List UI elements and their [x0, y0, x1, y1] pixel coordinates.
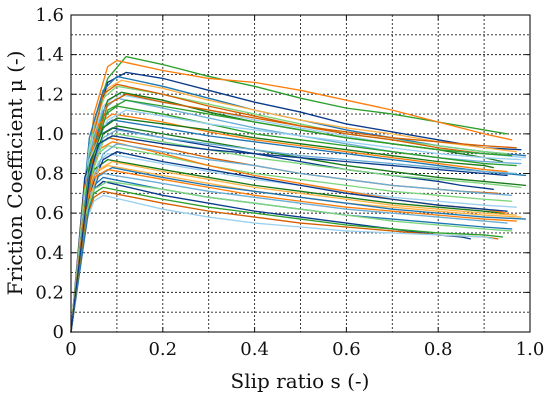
y-tick-label: 1.0 [35, 124, 64, 145]
x-tick-label: 0.4 [240, 339, 269, 360]
series-line-9 [70, 91, 504, 333]
y-tick-label: 0.2 [35, 282, 64, 303]
x-tick-label: 0 [65, 339, 76, 360]
series-line-37 [70, 129, 517, 333]
series-line-12 [70, 113, 508, 333]
y-tick-label: 1.2 [35, 84, 64, 105]
series-line-40 [70, 135, 508, 333]
y-tick-label: 1.4 [35, 45, 64, 66]
series-line-34 [70, 93, 517, 333]
series-line-2 [70, 59, 513, 333]
series-line-38 [70, 180, 513, 333]
y-tick-label: 0.4 [35, 243, 64, 264]
series-line-39 [70, 168, 517, 333]
x-axis-label: Slip ratio s (-) [231, 369, 370, 393]
y-tick-label: 1.6 [35, 5, 64, 26]
series-line-35 [70, 109, 522, 333]
series-line-6 [70, 85, 508, 333]
series-line-36 [70, 117, 494, 333]
y-tick-label: 0 [53, 322, 64, 343]
axis-layer: 0 0.2 0.4 0.6 0.8 1.0 0 0.2 0.4 0.6 0.8 1.0 1.2 1.4 1.… [35, 5, 544, 360]
series-line-31 [70, 160, 517, 333]
series-line-17 [70, 153, 517, 333]
y-tick-label: 0.8 [35, 164, 64, 185]
x-tick-label: 0.6 [332, 339, 361, 360]
series-line-30 [70, 151, 508, 333]
series-line-7 [70, 83, 513, 333]
series-line-23 [70, 186, 504, 333]
y-tick-label: 0.6 [35, 203, 64, 224]
series-line-32 [70, 166, 527, 333]
series-line-29 [70, 143, 513, 333]
series-line-25 [70, 194, 494, 333]
series-line-33 [70, 99, 513, 333]
series-line-22 [70, 180, 472, 333]
series-line-13 [70, 119, 527, 333]
series-line-3 [70, 71, 522, 333]
series-layer [70, 55, 527, 333]
y-axis-label: Friction Coefficient μ (-) [3, 51, 27, 296]
series-line-11 [70, 105, 517, 333]
x-tick-label: 0.2 [148, 339, 177, 360]
x-tick-label: 0.8 [424, 339, 453, 360]
x-tick-label: 1.0 [516, 339, 545, 360]
